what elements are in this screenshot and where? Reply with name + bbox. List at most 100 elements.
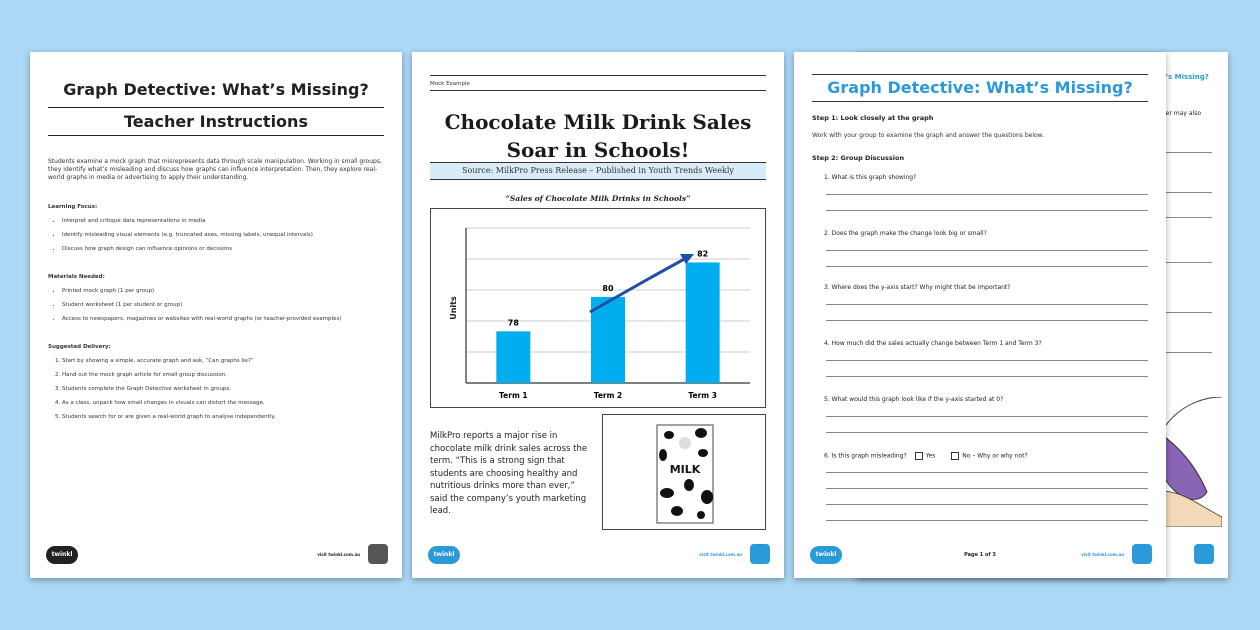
page-title: Graph Detective: What’s Missing? [827,78,1133,97]
answer-line[interactable] [826,504,1148,505]
divider [48,135,384,136]
answer-line[interactable] [826,432,1148,433]
answer-line[interactable] [826,320,1148,321]
list-item: Printed mock graph (1 per group) [62,284,384,298]
divider [430,90,766,91]
arrow-head-icon [680,254,694,264]
divider [812,74,1148,75]
page-footer [856,538,1228,578]
answer-line[interactable] [826,250,1148,251]
answer-line[interactable] [826,520,1148,521]
data-label: 82 [697,249,708,258]
materials-list: Printed mock graph (1 per group) Student… [54,284,384,326]
delivery-list: Start by showing a simple, accurate grap… [54,354,384,424]
source-banner: Source: MilkPro Press Release – Publishe… [430,162,766,180]
page-number: Page 1 of 3 [964,552,996,558]
answer-line[interactable] [826,488,1148,489]
answer-line [1136,152,1212,153]
mock-article-page: Mock Example Chocolate Milk Drink Sales … [412,52,784,578]
milk-carton-icon: MILK [656,424,714,524]
list-item: Start by showing a simple, accurate grap… [62,354,384,368]
intro-paragraph: Students examine a mock graph that misre… [48,158,382,182]
seal-icon [368,544,388,564]
headline-line1: Chocolate Milk Drink Sales [444,110,752,134]
chart-title: “Sales of Chocolate Milk Drinks in Schoo… [505,194,691,203]
list-item: Identify misleading visual elements (e.g… [62,228,384,242]
delivery-heading: Suggested Delivery: [48,344,111,350]
twinkl-logo: twinkl [428,546,460,564]
no-label: No – Why or why not? [962,452,1028,460]
article-text: MilkPro reports a major rise in chocolat… [430,431,588,516]
yes-label: Yes [925,452,936,460]
page-title: Graph Detective: What’s Missing? [63,80,369,99]
list-item: Hand out the mock graph article for smal… [62,368,384,382]
answer-line[interactable] [826,210,1148,211]
answer-line[interactable] [826,360,1148,361]
footer-link: visit twinkl.com.au [699,552,742,557]
x-tick-label: Term 3 [688,391,717,400]
divider [48,107,384,108]
mock-label: Mock Example [430,81,470,87]
twinkl-logo: twinkl [46,546,78,564]
data-label: 80 [602,284,614,293]
question-6-text: 6. Is this graph misleading? [824,452,907,460]
step-2-heading: Step 2: Group Discussion [812,154,905,162]
divider [812,101,1148,102]
list-item: As a class, unpack how small changes in … [62,396,384,410]
list-item: Students complete the Graph Detective wo… [62,382,384,396]
chart-frame [430,208,766,408]
yes-checkbox[interactable] [914,452,923,460]
list-item: Students search for or are given a real-… [62,410,384,424]
partial-title: t’s Missing? [1162,73,1209,81]
data-label: 78 [508,318,520,327]
trend-arrow-shaft [649,255,689,280]
no-checkbox[interactable] [951,452,960,460]
divider [430,75,766,76]
headline: Chocolate Milk Drink Sales Soar in Schoo… [412,108,784,164]
answer-line [1136,192,1212,193]
page-footer: twinkl visit twinkl.com.au [30,538,402,578]
answer-line [1136,312,1212,313]
page-footer: twinkl Page 1 of 3 visit twinkl.com.au [794,538,1166,578]
list-item: Access to newspapers, magazines or websi… [62,312,384,326]
question-6: 6. Is this graph misleading? Yes No – Wh… [824,452,1028,460]
question-1: 1. What is this graph showing? [824,174,917,181]
question-4: 4. How much did the sales actually chang… [824,340,1042,347]
answer-line[interactable] [826,416,1148,417]
seal-icon [1132,544,1152,564]
learning-focus-list: Interpret and critique data representati… [54,214,384,256]
answer-line[interactable] [826,376,1148,377]
question-5: 5. What would this graph look like if th… [824,396,1004,403]
page-subtitle: Teacher Instructions [124,112,308,131]
seal-icon [750,544,770,564]
list-item: Student worksheet (1 per student or grou… [62,298,384,312]
x-tick-label: Term 2 [594,391,623,400]
partial-text: her may also [1162,110,1201,117]
step-1-heading: Step 1: Look closely at the graph [812,114,934,122]
twinkl-logo: twinkl [810,546,842,564]
footer-link: visit twinkl.com.au [1081,552,1124,557]
answer-line[interactable] [826,266,1148,267]
seal-icon [1194,544,1214,564]
question-3: 3. Where does the y-axis start? Why migh… [824,284,1011,291]
learning-focus-heading: Learning Focus: [48,204,98,210]
list-item: Discuss how graph design can influence o… [62,242,384,256]
answer-line[interactable] [826,194,1148,195]
bar-chart: 78 Term 1 80 Term 2 82 Term 3 Units [449,227,750,400]
list-item: Interpret and critique data representati… [62,214,384,228]
answer-line[interactable] [826,304,1148,305]
answer-line [1136,352,1212,353]
worksheet-page: Graph Detective: What’s Missing? Step 1:… [794,52,1166,578]
footer-link: visit twinkl.com.au [317,552,360,557]
answer-line [1136,262,1212,263]
y-axis-label: Units [449,296,458,320]
bar-3 [685,262,720,383]
illustration-arm-icon [1150,397,1222,527]
x-tick-label: Term 1 [499,391,528,400]
carton-label: MILK [670,463,701,476]
question-2: 2. Does the graph make the change look b… [824,230,987,237]
bar-1 [496,331,531,383]
materials-heading: Materials Needed: [48,274,105,280]
headline-line2: Soar in Schools! [506,138,690,162]
answer-line[interactable] [826,472,1148,473]
